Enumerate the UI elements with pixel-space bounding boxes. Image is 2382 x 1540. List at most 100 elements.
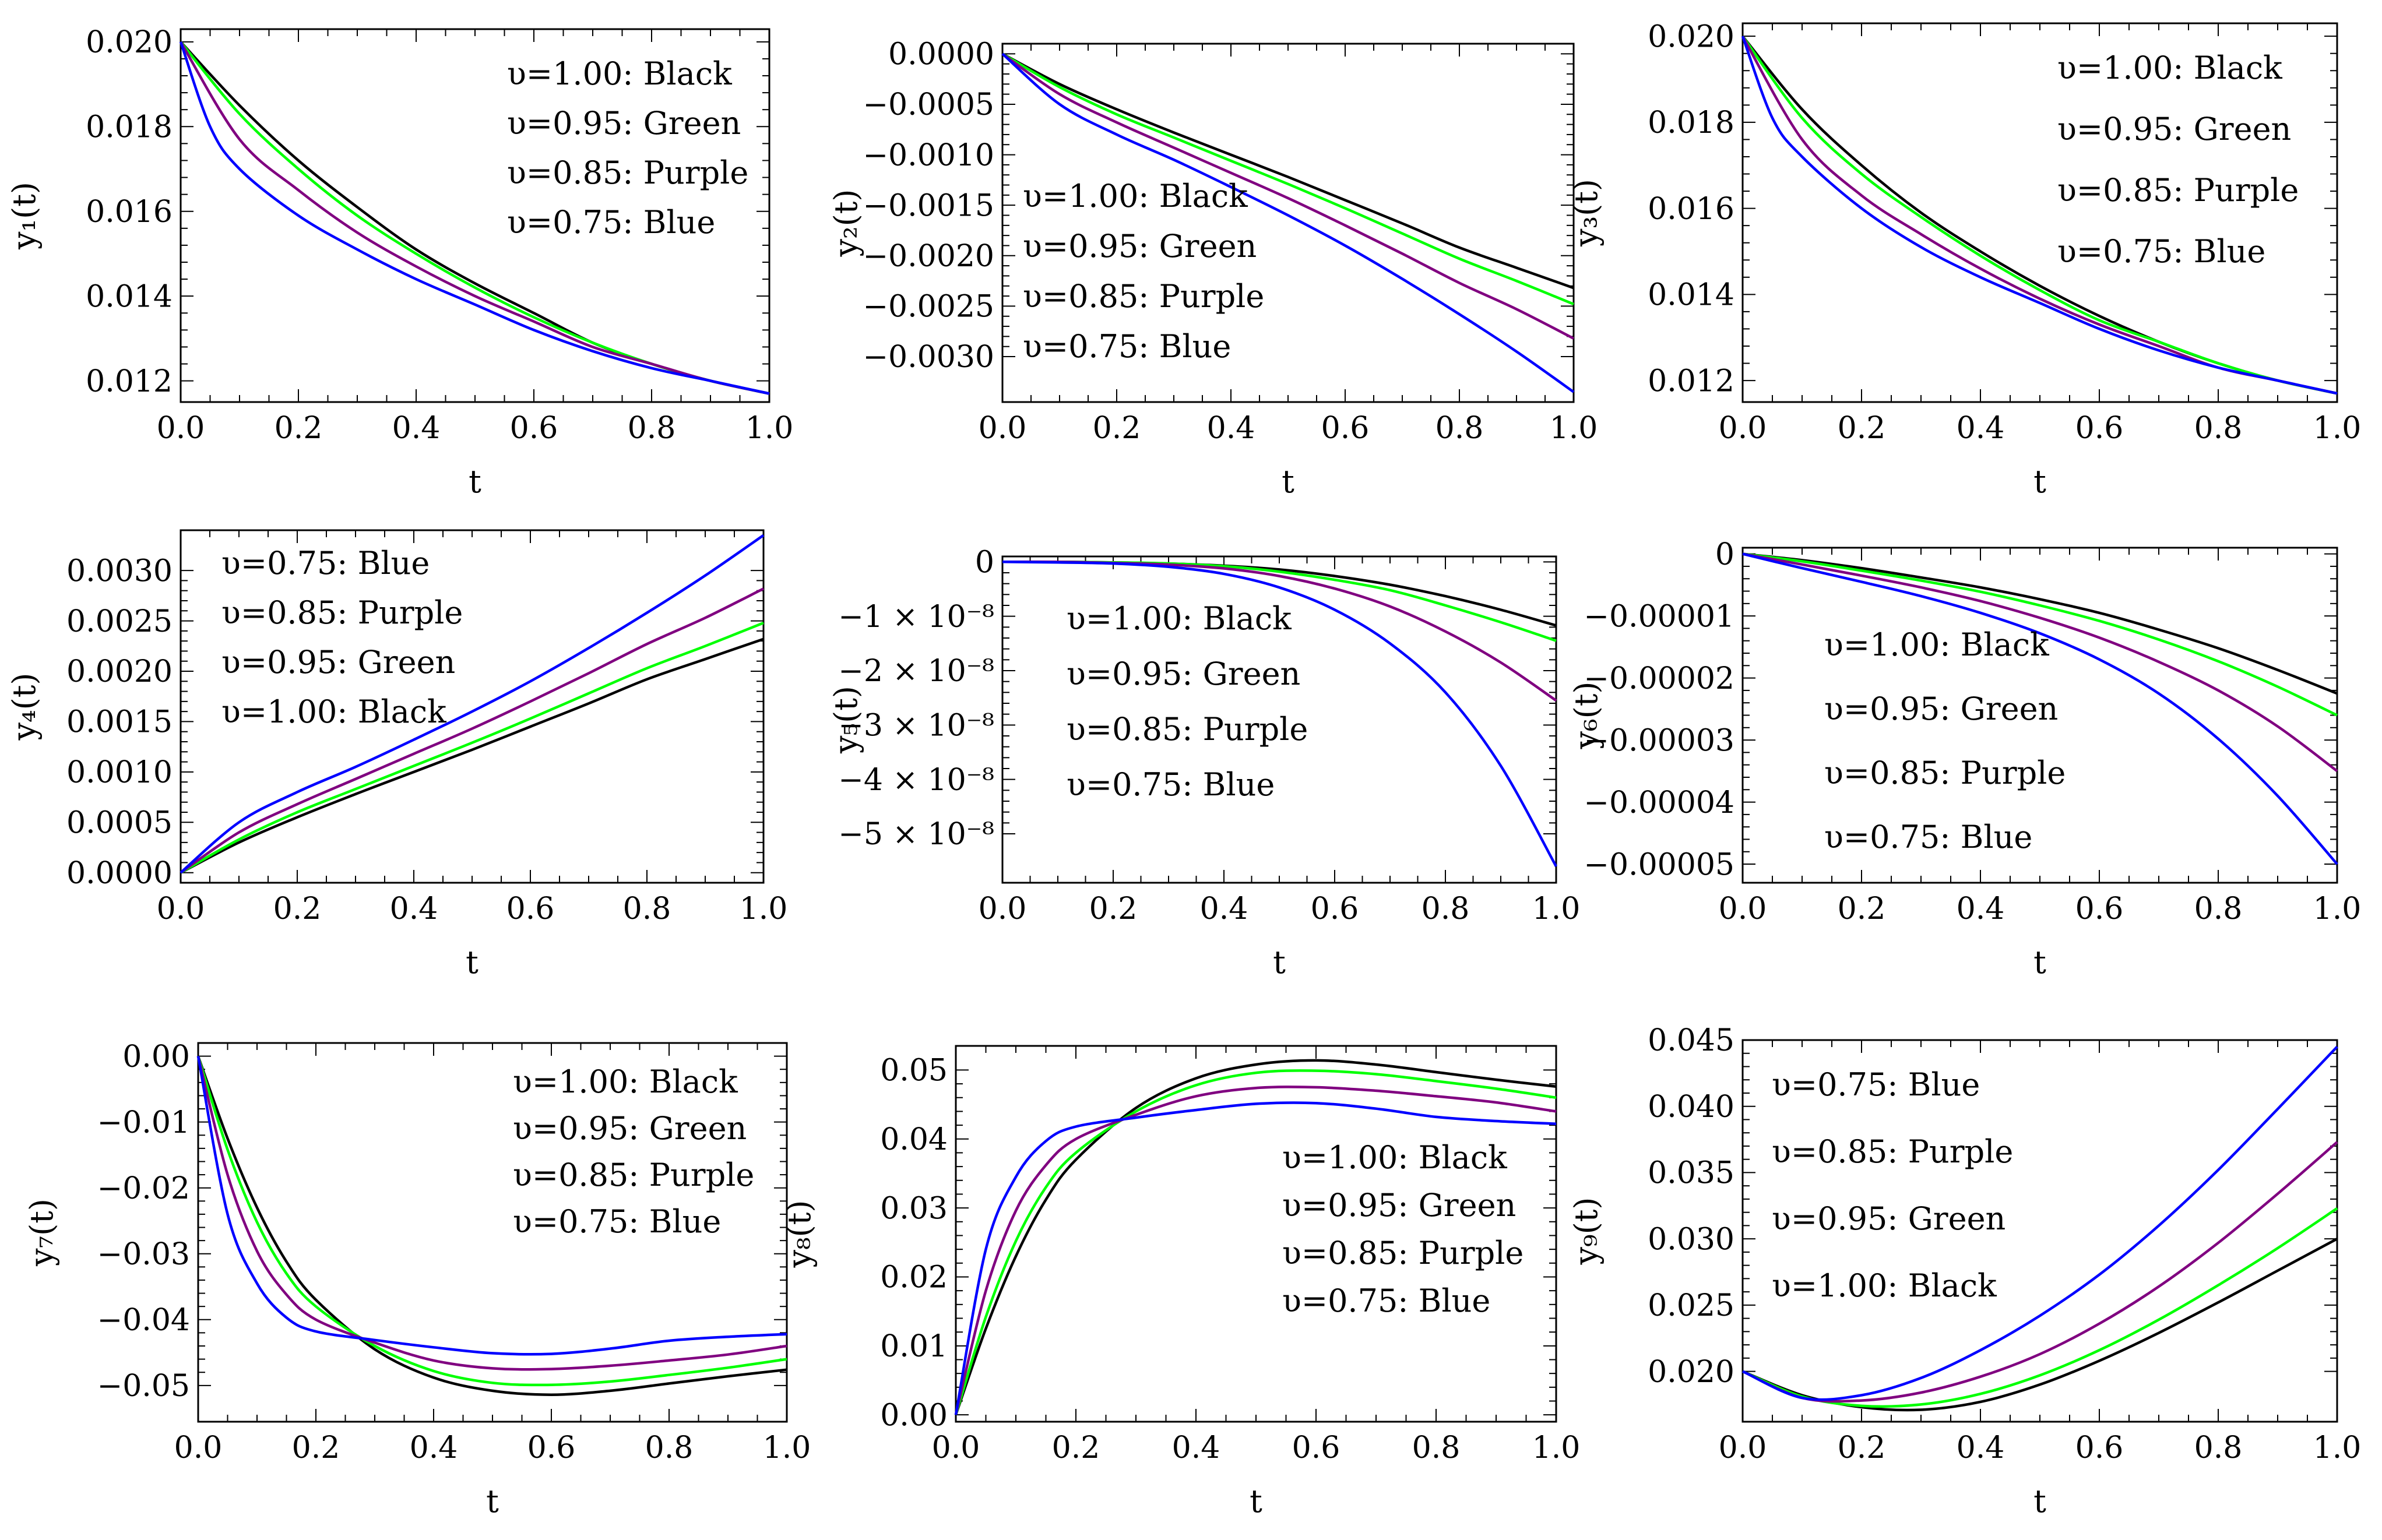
- x-tick-label: 0.0: [979, 411, 1027, 446]
- y-tick-label: 0.016: [86, 195, 173, 230]
- legend-entry: υ=0.75: Blue: [1023, 328, 1231, 365]
- legend-entry: υ=0.85: Purple: [1067, 711, 1308, 748]
- y-tick-label: 0.035: [1648, 1156, 1734, 1191]
- panel-y1: 0.0 0.2 0.4 0.6 0.8 1.0 0.012 0.014 0.016 0.018 0.…: [6, 25, 793, 500]
- y-tick-label: −4 × 10⁻⁸: [838, 763, 994, 798]
- x-tick-label: 0.4: [1957, 411, 2005, 446]
- y-tick-label: −0.03: [97, 1237, 190, 1272]
- y-tick-label: −0.05: [97, 1369, 190, 1404]
- series-line-green: [1742, 552, 2338, 717]
- y-tick-label: 0.04: [880, 1122, 948, 1157]
- y-tick-label: 0.0030: [66, 554, 173, 588]
- legend-entry: υ=0.75: Blue: [221, 545, 430, 582]
- y-axis-label: y₇(t): [23, 1199, 60, 1267]
- x-tick-label: 0.4: [1957, 891, 2005, 926]
- legend-entry: υ=0.75: Blue: [1772, 1066, 1980, 1103]
- x-tick-label: 0.0: [174, 1430, 223, 1465]
- legend-entry: υ=0.95: Green: [2057, 111, 2291, 147]
- y-tick-label: 0.0000: [66, 856, 173, 891]
- x-tick-label: 0.6: [2075, 891, 2124, 926]
- series-line-black: [1741, 35, 2338, 395]
- x-tick-label: 0.4: [1957, 1430, 2005, 1465]
- legend-entry: υ=0.95: Green: [1282, 1187, 1516, 1224]
- series-line-blue: [1742, 1045, 2338, 1401]
- series-line-purple: [196, 1056, 787, 1371]
- series-line-black: [1001, 52, 1574, 290]
- x-tick-label: 0.8: [1422, 891, 1470, 926]
- x-axis-label: t: [469, 463, 481, 500]
- x-tick-label: 0.4: [1172, 1430, 1220, 1465]
- legend-entry: υ=1.00: Black: [1067, 600, 1292, 637]
- series-line-black: [954, 1059, 1557, 1415]
- x-axis-label: t: [1273, 944, 1286, 981]
- y-tick-label: −5 × 10⁻⁸: [838, 817, 994, 852]
- legend-entry: υ=1.00: Black: [507, 55, 733, 92]
- x-tick-label: 0.0: [1719, 411, 1767, 446]
- y-tick-label: 0: [975, 545, 994, 580]
- y-tick-label: −0.00001: [1584, 599, 1734, 634]
- x-tick-label: 0.2: [292, 1430, 340, 1465]
- series-line-green: [180, 621, 764, 874]
- y-axis-label: y₅(t): [828, 686, 864, 754]
- x-axis-label: t: [486, 1483, 499, 1520]
- y-tick-label: −0.00004: [1584, 785, 1734, 820]
- y-tick-label: −0.0030: [863, 340, 994, 375]
- legend-entry: υ=0.75: Blue: [507, 204, 715, 241]
- y-tick-label: 0.018: [86, 110, 173, 145]
- legend-entry: υ=0.95: Green: [1067, 656, 1300, 692]
- x-tick-label: 0.4: [390, 891, 438, 926]
- x-tick-label: 0.2: [1089, 891, 1138, 926]
- series-line-blue: [1002, 561, 1557, 868]
- series-line-purple: [180, 41, 770, 395]
- y-tick-label: −0.0015: [863, 188, 994, 223]
- y-axis-label: y₄(t): [6, 673, 43, 741]
- y-tick-label: 0: [1715, 537, 1734, 572]
- series-line-purple: [1742, 552, 2338, 773]
- series-line-green: [954, 1069, 1557, 1415]
- legend-entry: υ=0.75: Blue: [2057, 233, 2265, 270]
- series-line-black: [1742, 1238, 2338, 1412]
- y-tick-label: −0.04: [97, 1303, 190, 1338]
- x-tick-label: 0.8: [2194, 1430, 2243, 1465]
- y-tick-label: −3 × 10⁻⁸: [838, 709, 994, 743]
- y-axis-label: y₁(t): [6, 182, 43, 250]
- x-tick-label: 1.0: [745, 411, 794, 446]
- series-line-black: [1742, 552, 2338, 695]
- y-tick-label: −0.0020: [863, 239, 994, 274]
- x-tick-label: 1.0: [1532, 1430, 1581, 1465]
- y-tick-label: 0.020: [1648, 19, 1734, 54]
- legend-entry: υ=0.85: Purple: [221, 594, 463, 631]
- series-line-blue: [1742, 552, 2338, 865]
- x-tick-label: 0.4: [410, 1430, 458, 1465]
- y-tick-label: −0.0010: [863, 138, 994, 173]
- x-tick-label: 0.6: [2075, 1430, 2124, 1465]
- series-line-blue: [196, 1056, 787, 1356]
- x-tick-label: 0.0: [979, 891, 1027, 926]
- x-tick-label: 0.6: [527, 1430, 576, 1465]
- series-line-blue: [180, 534, 765, 874]
- x-tick-label: 0.2: [273, 891, 322, 926]
- x-tick-label: 0.6: [506, 891, 555, 926]
- panel-y2: 0.0 0.2 0.4 0.6 0.8 1.0 0.0000 −0.0005 −0.0010 −0…: [828, 37, 1598, 500]
- legend-entry: υ=0.85: Purple: [1282, 1235, 1524, 1271]
- legend-entry: υ=0.75: Blue: [1282, 1282, 1490, 1319]
- x-tick-label: 0.8: [1435, 411, 1484, 446]
- x-tick-label: 0.6: [1321, 411, 1370, 446]
- y-tick-label: 0.045: [1648, 1023, 1734, 1058]
- y-tick-label: −0.01: [97, 1105, 190, 1140]
- legend-entry: υ=0.95: Green: [221, 644, 455, 681]
- y-tick-label: 0.025: [1648, 1288, 1734, 1323]
- y-tick-label: −0.0025: [863, 290, 994, 325]
- y-tick-label: 0.014: [1648, 278, 1734, 313]
- y-tick-label: 0.00: [122, 1039, 190, 1074]
- x-tick-label: 1.0: [2313, 891, 2362, 926]
- legend-entry: υ=1.00: Black: [1772, 1267, 1997, 1304]
- legend-entry: υ=0.85: Purple: [507, 154, 748, 191]
- legend-entry: υ=0.75: Blue: [513, 1203, 721, 1240]
- legend-entry: υ=1.00: Black: [1023, 178, 1248, 214]
- y-tick-label: 0.03: [880, 1191, 948, 1226]
- legend-entry: υ=0.85: Purple: [1023, 278, 1264, 315]
- legend-entry: υ=0.75: Blue: [1824, 819, 2032, 855]
- series-line-purple: [1742, 1141, 2338, 1403]
- series-line-purple: [954, 1086, 1557, 1415]
